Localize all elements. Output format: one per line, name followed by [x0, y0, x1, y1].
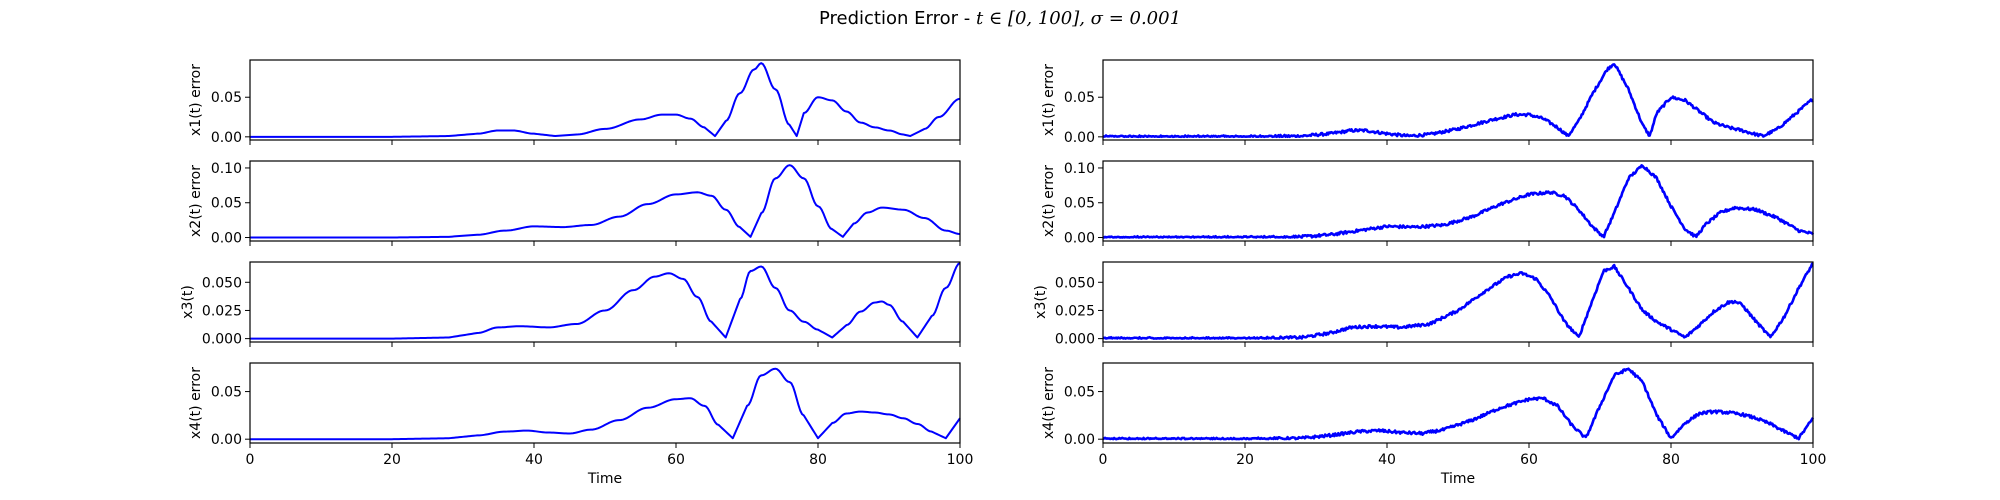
subplot-left-1: 0.00 0.05 x1(t) error — [188, 59, 961, 146]
y-tick-label: 0.05 — [211, 196, 242, 212]
y-tick-label: 0.025 — [1055, 303, 1095, 319]
figure-title-prefix: Prediction Error - — [818, 8, 976, 29]
series-line — [1102, 262, 1814, 340]
y-tick-label: 0.050 — [202, 275, 242, 291]
y-tick-label: 0.00 — [1064, 432, 1095, 448]
y-axis-label: x3(t) — [180, 285, 196, 319]
axes-frame — [1102, 261, 1814, 343]
x-tick-label: 80 — [1662, 452, 1680, 468]
y-tick-label: 0.05 — [211, 90, 242, 106]
x-tick-label: 100 — [1800, 452, 1827, 468]
series-line — [250, 262, 961, 340]
y-axis-label: x1(t) error — [188, 64, 204, 136]
subplot-left-4: 0.00 0.05 0 20 40 60 80 100 x4(t) error Time — [188, 362, 974, 487]
figure-title-math: t ∈ [0, 100], σ = 0.001 — [975, 8, 1182, 29]
y-tick-label: 0.00 — [1064, 130, 1095, 146]
axes-frame — [249, 362, 961, 444]
x-tick-label: 20 — [1236, 452, 1254, 468]
y-axis-label: x4(t) error — [1041, 367, 1057, 439]
y-tick-label: 0.025 — [202, 303, 242, 319]
y-tick-label: 0.05 — [1064, 196, 1095, 212]
x-axis-label: Time — [587, 471, 622, 487]
y-tick-label: 0.00 — [211, 130, 242, 146]
x-tick-label: 60 — [1520, 452, 1538, 468]
axes-frame — [249, 160, 961, 242]
y-tick-label: 0.050 — [1055, 275, 1095, 291]
axes-frame — [1102, 160, 1814, 242]
y-tick-label: 0.000 — [202, 332, 242, 348]
x-axis-label: Time — [1440, 471, 1475, 487]
x-tick-label: 20 — [383, 452, 401, 468]
series-line — [1102, 367, 1815, 441]
subplot-right-2: 0.00 0.05 0.10 x2(t) error — [1041, 160, 1815, 247]
y-axis-label: x4(t) error — [188, 367, 204, 439]
y-tick-label: 0.10 — [211, 161, 242, 177]
series-line — [1102, 164, 1815, 239]
x-tick-label: 80 — [809, 452, 827, 468]
y-tick-label: 0.00 — [1064, 231, 1095, 247]
y-tick-label: 0.05 — [211, 385, 242, 401]
subplot-left-3: 0.000 0.025 0.050 x3(t) — [180, 261, 961, 348]
y-tick-label: 0.05 — [1064, 385, 1095, 401]
series-line — [1102, 63, 1814, 139]
subplot-right-3: 0.000 0.025 0.050 x3(t) — [1033, 261, 1814, 348]
y-axis-label: x1(t) error — [1041, 64, 1057, 136]
series-line — [250, 164, 961, 239]
x-tick-label: 60 — [667, 452, 685, 468]
series-line — [250, 62, 961, 138]
subplot-right-4: 0.00 0.05 0 20 40 60 80 100 x4(t) error Time — [1041, 362, 1827, 487]
x-tick-label: 40 — [525, 452, 543, 468]
x-tick-label: 40 — [1378, 452, 1396, 468]
x-tick-label: 100 — [947, 452, 974, 468]
subplot-right-1: 0.00 0.05 x1(t) error — [1041, 59, 1814, 146]
y-tick-label: 0.00 — [211, 231, 242, 247]
y-axis-label: x3(t) — [1033, 285, 1049, 319]
y-axis-label: x2(t) error — [188, 165, 204, 237]
x-tick-label: 0 — [246, 452, 255, 468]
y-axis-label: x2(t) error — [1041, 165, 1057, 237]
series-line — [250, 367, 961, 441]
axes-frame — [1102, 362, 1814, 444]
x-tick-label: 0 — [1099, 452, 1108, 468]
figure-title: Prediction Error - t ∈ [0, 100], σ = 0.0… — [0, 8, 2000, 29]
axes-frame — [249, 59, 961, 141]
axes-frame — [249, 261, 961, 343]
y-tick-label: 0.05 — [1064, 90, 1095, 106]
y-tick-label: 0.00 — [211, 432, 242, 448]
y-tick-label: 0.10 — [1064, 161, 1095, 177]
subplot-left-2: 0.00 0.05 0.10 x2(t) error — [188, 160, 961, 247]
axes-frame — [1102, 59, 1814, 141]
y-tick-label: 0.000 — [1055, 332, 1095, 348]
